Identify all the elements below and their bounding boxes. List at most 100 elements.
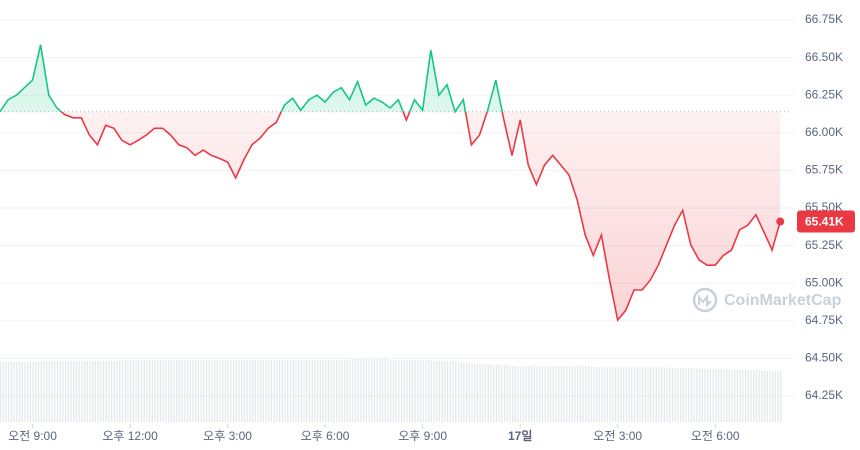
volume-bar (688, 368, 690, 422)
volume-bar (539, 366, 541, 422)
volume-bar (195, 360, 197, 422)
volume-bar (341, 360, 343, 422)
volume-bar (503, 365, 506, 422)
volume-bar (159, 360, 162, 422)
y-tick-label: 66.75K (805, 12, 843, 26)
volume-bar (471, 364, 473, 422)
volume-bar (628, 367, 630, 422)
volume-bar (390, 360, 392, 422)
volume-bar (203, 360, 205, 422)
volume-bar (663, 367, 665, 422)
volume-bar (449, 361, 451, 422)
volume-bar (170, 360, 172, 422)
volume-bar (16, 362, 18, 422)
volume-bar (303, 360, 305, 422)
y-tick-label: 64.75K (805, 313, 843, 327)
volume-bar (736, 370, 739, 422)
volume-bar (268, 360, 270, 422)
volume-bar (465, 363, 468, 422)
volume-bar (18, 362, 21, 422)
volume-bar (238, 360, 240, 422)
volume-bar (35, 362, 37, 422)
volume-bar (631, 367, 633, 422)
volume-bar (425, 360, 427, 422)
volume-bar (742, 370, 744, 422)
volume-bar (522, 366, 525, 422)
volume-bar (121, 360, 124, 422)
volume-bar (143, 360, 145, 422)
volume-bar (241, 360, 243, 422)
volume-bar (617, 367, 619, 422)
volume-bar (322, 360, 324, 422)
volume-bar (260, 360, 262, 422)
volume-bar (176, 360, 178, 422)
volume-bar (2, 362, 4, 422)
volume-bar (211, 360, 213, 422)
volume-bar (709, 369, 712, 422)
price-tag-label: 65.41K (805, 215, 844, 229)
volume-bar (140, 360, 143, 422)
volume-bar (476, 364, 479, 422)
volume-bar (379, 359, 381, 422)
volume-bar (468, 363, 470, 422)
volume-bar (368, 359, 370, 422)
volume-bar (330, 360, 332, 422)
price-line-down (0, 111, 781, 322)
volume-bar (54, 361, 56, 422)
volume-bar (666, 368, 668, 422)
volume-bar (270, 360, 273, 422)
volume-bar (316, 360, 319, 422)
volume-bar (777, 371, 779, 422)
volume-bar (157, 360, 159, 422)
volume-bar (232, 360, 235, 422)
volume-bar (409, 360, 411, 422)
volume-bar (227, 360, 229, 422)
volume-bar (10, 362, 13, 422)
volume-bar (587, 366, 590, 422)
volume-bar (365, 359, 367, 422)
volume-bar (422, 360, 424, 422)
volume-bar (319, 360, 321, 422)
volume-bar (493, 365, 495, 422)
volume-bar (484, 364, 487, 422)
volume-bar (284, 360, 286, 422)
volume-bar (257, 360, 259, 422)
volume-bar (224, 360, 227, 422)
watermark: CoinMarketCap (692, 287, 842, 313)
volume-bar (376, 359, 378, 422)
volume-bar (707, 369, 709, 422)
volume-bar (403, 360, 405, 422)
volume-bar (349, 359, 351, 422)
volume-bar (363, 359, 365, 422)
volume-bar (720, 369, 722, 422)
volume-bar (593, 367, 595, 422)
volume-bar (669, 368, 671, 422)
volume-bar (438, 361, 441, 422)
volume-bar (192, 360, 194, 422)
volume-bar (717, 369, 720, 422)
volume-bar (704, 369, 706, 422)
volume-bar (620, 367, 622, 422)
volume-bar (119, 361, 121, 422)
volume-bar (639, 367, 641, 422)
volume-bar (739, 370, 741, 422)
x-tick-label: 오후 9:00 (398, 429, 447, 443)
volume-bar (577, 366, 579, 422)
volume-bar (37, 362, 40, 422)
volume-bar (138, 360, 140, 422)
volume-bar (116, 361, 118, 422)
volume-bar (8, 362, 10, 422)
volume-bar (482, 364, 484, 422)
volume-bar (289, 360, 292, 422)
volume-bar (298, 360, 300, 422)
volume-bar (24, 362, 26, 422)
volume-bar (769, 371, 771, 422)
volume-bar (276, 360, 278, 422)
volume-bar (642, 367, 644, 422)
volume-bar (536, 366, 538, 422)
volume-bar (100, 361, 102, 422)
volume-bar (146, 360, 148, 422)
volume-bar (558, 366, 560, 422)
volume-bar (419, 360, 422, 422)
volume-bar (105, 361, 107, 422)
